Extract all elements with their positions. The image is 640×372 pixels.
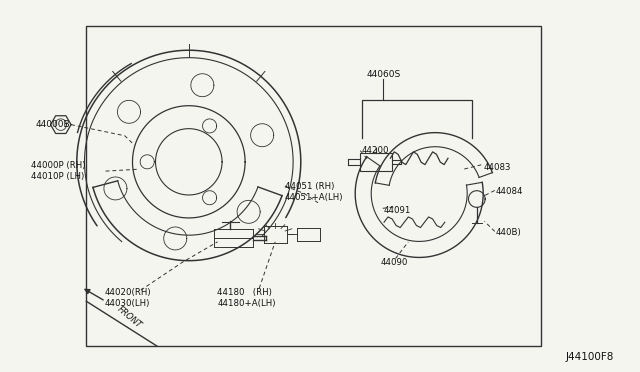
Text: 44000B: 44000B	[35, 120, 70, 129]
Text: 44083: 44083	[483, 163, 511, 172]
Text: 44200: 44200	[362, 146, 389, 155]
Bar	[360, 153, 392, 171]
Text: 44180   (RH)
44180+A(LH): 44180 (RH) 44180+A(LH)	[217, 288, 276, 308]
Text: 44084: 44084	[496, 187, 524, 196]
Bar	[86, 26, 541, 346]
Text: J44100F8: J44100F8	[566, 352, 614, 362]
Text: 44051 (RH)
44051+A(LH): 44051 (RH) 44051+A(LH)	[285, 182, 343, 202]
Text: 44091: 44091	[384, 206, 412, 215]
Text: FRONT: FRONT	[115, 305, 143, 330]
Text: 44090: 44090	[381, 258, 408, 267]
Text: 44060S: 44060S	[367, 70, 401, 79]
Text: 44000P (RH)
44010P (LH): 44000P (RH) 44010P (LH)	[31, 161, 85, 181]
Text: 440B): 440B)	[496, 228, 522, 237]
Text: 44020(RH)
44030(LH): 44020(RH) 44030(LH)	[105, 288, 151, 308]
